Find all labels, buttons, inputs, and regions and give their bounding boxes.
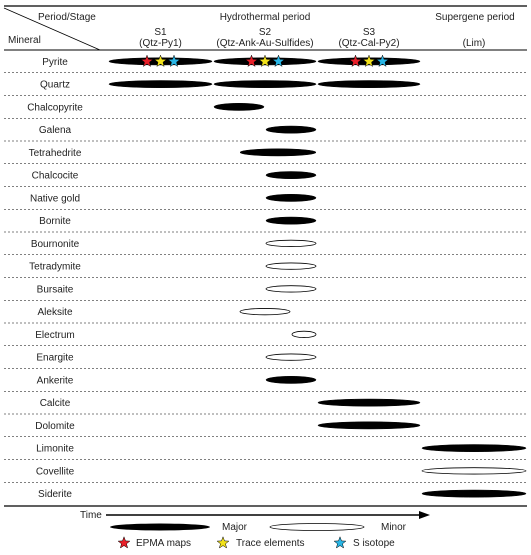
mineral-row: Covellite <box>4 466 527 483</box>
minor-duration-bar <box>265 239 317 247</box>
mineral-name: Enargite <box>36 353 74 364</box>
s-star-icon <box>375 54 390 67</box>
mineral-name: Tetradymite <box>29 262 81 273</box>
mineral-name: Calcite <box>40 398 71 409</box>
mineral-row: Limonite <box>4 444 527 460</box>
major-duration-bar <box>213 103 265 111</box>
mineral-header-label: Mineral <box>8 35 41 46</box>
mineral-rows: Pyrite Quartz Chalcopyrite Galena Tetrahedri… <box>4 54 527 500</box>
legend-trace-star-icon <box>216 536 230 549</box>
mineral-row: Bournonite <box>4 239 527 256</box>
mineral-name: Electrum <box>35 330 74 341</box>
s-isotope-label: S isotope <box>353 538 395 549</box>
mineral-name: Bournonite <box>31 239 80 250</box>
major-label: Major <box>222 522 248 533</box>
time-label: Time <box>80 510 102 521</box>
minor-duration-bar <box>265 262 317 270</box>
mineral-row: Native gold <box>4 193 527 210</box>
mineral-row: Enargite <box>4 353 527 369</box>
trace-star-icon <box>258 54 272 67</box>
mineral-row: Tetradymite <box>4 262 527 278</box>
minor-duration-bar <box>421 467 527 475</box>
minor-duration-bar <box>291 330 317 338</box>
major-duration-bar <box>265 194 317 202</box>
minor-label: Minor <box>381 522 407 533</box>
time-arrow-head <box>419 511 430 519</box>
trace-elements-label: Trace elements <box>236 538 305 549</box>
mineral-name: Siderite <box>38 489 72 500</box>
legend-s-star-icon <box>333 536 347 549</box>
major-duration-bar <box>265 376 317 384</box>
minor-duration-bar <box>265 353 317 361</box>
period-stage-label: Period/Stage <box>38 12 96 23</box>
stage-name: S2 <box>259 27 272 38</box>
hydrothermal-period-label: Hydrothermal period <box>220 12 311 23</box>
mineral-name: Aleksite <box>37 307 72 318</box>
mineral-row: Chalcocite <box>4 171 527 187</box>
mineral-name: Bursaite <box>37 284 74 295</box>
stage-subtitle: (Lim) <box>463 38 486 49</box>
major-duration-bar <box>108 80 213 88</box>
mineral-row: Dolomite <box>4 421 527 438</box>
mineral-name: Limonite <box>36 444 74 455</box>
major-duration-bar <box>317 80 421 88</box>
trace-star-icon <box>362 54 376 67</box>
epma-star-icon <box>244 54 259 67</box>
stage-name: S1 <box>154 27 167 38</box>
mineral-name: Bornite <box>39 216 71 227</box>
minor-duration-bar <box>265 285 317 293</box>
mineral-name: Covellite <box>36 466 75 477</box>
supergene-period-label: Supergene period <box>435 12 515 23</box>
mineral-row: Calcite <box>4 398 527 415</box>
s-star-icon <box>271 54 286 67</box>
header-diagonal <box>3 7 101 51</box>
major-duration-bar <box>317 398 421 407</box>
mineral-name: Tetrahedrite <box>29 148 82 159</box>
mineral-name: Native gold <box>30 193 80 204</box>
mineral-row: Tetrahedrite <box>4 148 527 165</box>
mineral-name: Pyrite <box>42 57 68 68</box>
major-duration-bar <box>265 125 317 134</box>
mineral-row: Bursaite <box>4 284 527 301</box>
mineral-row: Siderite <box>38 489 527 500</box>
legend-minor-bar <box>269 523 365 531</box>
mineral-name: Chalcopyrite <box>27 102 83 113</box>
mineral-row: Electrum <box>4 330 527 347</box>
mineral-name: Dolomite <box>35 421 75 432</box>
major-duration-bar <box>265 216 317 225</box>
legend-epma-star-icon <box>117 536 131 549</box>
mineral-row: Chalcopyrite <box>4 102 527 119</box>
s-star-icon <box>167 54 181 67</box>
epma-label: EPMA maps <box>136 538 191 549</box>
mineral-row: Aleksite <box>4 307 527 324</box>
major-duration-bar <box>421 444 527 452</box>
mineral-name: Ankerite <box>37 375 74 386</box>
epma-star-icon <box>348 54 363 67</box>
stage-name: S3 <box>363 27 376 38</box>
mineral-row: Pyrite <box>4 54 527 74</box>
legend: Time Major Minor EPMA maps Trace element… <box>80 510 430 549</box>
stage-subtitle: (Qtz-Py1) <box>139 38 182 49</box>
mineral-row: Galena <box>4 125 527 142</box>
mineral-name: Galena <box>39 125 72 136</box>
stage-subtitle: (Qtz-Ank-Au-Sulfides) <box>216 38 313 49</box>
trace-star-icon <box>153 54 168 67</box>
legend-stars <box>117 536 347 549</box>
major-duration-bar <box>239 148 317 157</box>
mineral-row: Quartz <box>4 80 527 96</box>
epma-star-icon <box>140 54 154 67</box>
major-duration-bar <box>213 80 317 88</box>
stage-headers: S1(Qtz-Py1) S2(Qtz-Ank-Au-Sulfides) S3(Qtz… <box>139 27 485 49</box>
mineral-name: Quartz <box>40 80 70 91</box>
major-duration-bar <box>317 421 421 430</box>
major-duration-bar <box>265 171 317 179</box>
mineral-name: Chalcocite <box>32 171 79 182</box>
mineral-row: Bornite <box>4 216 527 233</box>
minor-duration-bar <box>239 308 291 316</box>
stage-subtitle: (Qtz-Cal-Py2) <box>338 38 399 49</box>
legend-major-bar <box>110 523 210 531</box>
major-duration-bar <box>421 489 527 498</box>
mineral-row: Ankerite <box>4 375 527 392</box>
